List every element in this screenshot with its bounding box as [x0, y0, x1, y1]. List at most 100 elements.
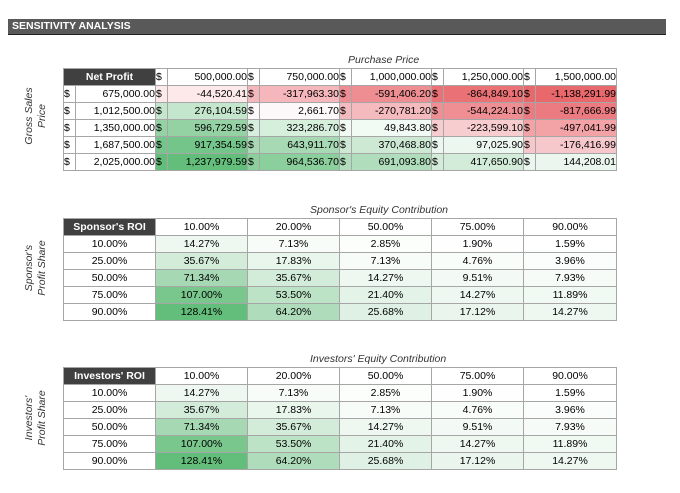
gross-sales-currency: $ — [63, 119, 76, 137]
net-profit-cell: -176,416.99 — [535, 136, 617, 154]
investors-roi-cell: 128.41% — [155, 452, 248, 470]
investors-roi-cell: 21.40% — [339, 435, 432, 453]
sponsor-roi-cell: 17.83% — [247, 252, 340, 270]
investors-roi-cell: 25.68% — [339, 452, 432, 470]
gross-sales-currency: $ — [63, 102, 76, 120]
purchase-price-header: 500,000.00 — [167, 68, 248, 86]
sponsor-roi-cell: 35.67% — [247, 269, 340, 287]
table-row: 25.00% 35.67% 17.83% 7.13% 4.76% 3.96% — [63, 252, 617, 270]
gross-sales-price-caption: Gross Sales Price — [23, 81, 51, 151]
sponsor-roi-cell: 1.59% — [523, 235, 617, 253]
sponsor-profit-share-caption: Sponsor's Profit Share — [23, 233, 51, 303]
investors-roi-cell: 14.27% — [155, 384, 248, 402]
table-row: 10.00% 14.27% 7.13% 2.85% 1.90% 1.59% — [63, 384, 617, 402]
investors-profit-share-header: 50.00% — [63, 418, 156, 436]
investors-profit-share-header: 90.00% — [63, 452, 156, 470]
sheet-title: SENSITIVITY ANALYSIS — [12, 20, 131, 32]
purchase-price-currency: $ — [155, 68, 168, 86]
investors-roi-cell: 35.67% — [247, 418, 340, 436]
net-profit-header-row: Net Profit $500,000.00 $750,000.00 $1,000,0… — [63, 68, 617, 86]
investors-roi-cell: 7.13% — [247, 384, 340, 402]
sponsor-roi-cell: 107.00% — [155, 286, 248, 304]
table-row: $2,025,000.00 $1,237,979.59 $964,536.70 $69… — [63, 153, 617, 171]
net-profit-cell: -591,406.20 — [351, 85, 432, 103]
investors-roi-cell: 71.34% — [155, 418, 248, 436]
net-profit-currency: $ — [523, 153, 536, 171]
sponsor-roi-cell: 11.89% — [523, 286, 617, 304]
sponsor-corner-header: Sponsor's ROI — [63, 218, 156, 236]
sponsor-profit-share-header: 25.00% — [63, 252, 156, 270]
table-row: 90.00% 128.41% 64.20% 25.68% 17.12% 14.27% — [63, 452, 617, 470]
table-row: 75.00% 107.00% 53.50% 21.40% 14.27% 11.89% — [63, 435, 617, 453]
net-profit-cell: -270,781.20 — [351, 102, 432, 120]
net-profit-cell: 917,354.59 — [167, 136, 248, 154]
investors-roi-cell: 7.93% — [523, 418, 617, 436]
net-profit-cell: 417,650.90 — [443, 153, 524, 171]
net-profit-cell: -223,599.10 — [443, 119, 524, 137]
table-row: 25.00% 35.67% 17.83% 7.13% 4.76% 3.96% — [63, 401, 617, 419]
net-profit-table: Net Profit $500,000.00 $750,000.00 $1,000,0… — [63, 68, 617, 171]
investors-caption-line2: Profit Share — [36, 390, 48, 446]
investors-equity-header: 20.00% — [247, 367, 340, 385]
net-profit-currency: $ — [155, 153, 168, 171]
sponsor-caption-line1: Sponsor's — [23, 244, 35, 292]
net-profit-currency: $ — [431, 85, 444, 103]
net-profit-currency: $ — [431, 136, 444, 154]
investors-equity-header: 75.00% — [431, 367, 524, 385]
net-profit-currency: $ — [247, 136, 260, 154]
gross-sales-row-header: 1,687,500.00 — [75, 136, 156, 154]
investors-caption-line1: Investors' — [23, 395, 35, 441]
sponsor-roi-table: Sponsor's ROI 10.00% 20.00% 50.00% 75.00% 90.… — [63, 218, 617, 321]
sponsor-roi-cell: 71.34% — [155, 269, 248, 287]
sponsor-roi-cell: 7.93% — [523, 269, 617, 287]
net-profit-currency: $ — [339, 102, 352, 120]
net-profit-cell: 97,025.90 — [443, 136, 524, 154]
net-profit-currency: $ — [339, 119, 352, 137]
sponsor-roi-cell: 14.27% — [155, 235, 248, 253]
investors-roi-cell: 64.20% — [247, 452, 340, 470]
net-profit-currency: $ — [155, 119, 168, 137]
investors-roi-cell: 1.59% — [523, 384, 617, 402]
investors-equity-header: 50.00% — [339, 367, 432, 385]
net-profit-currency: $ — [339, 85, 352, 103]
net-profit-currency: $ — [523, 136, 536, 154]
investors-roi-cell: 9.51% — [431, 418, 524, 436]
gross-sales-currency: $ — [63, 136, 76, 154]
net-profit-currency: $ — [155, 136, 168, 154]
investors-roi-cell: 11.89% — [523, 435, 617, 453]
net-profit-cell: -864,849.10 — [443, 85, 524, 103]
net-profit-cell: 276,104.59 — [167, 102, 248, 120]
investors-roi-cell: 2.85% — [339, 384, 432, 402]
net-profit-cell: 323,286.70 — [259, 119, 340, 137]
table-row: 50.00% 71.34% 35.67% 14.27% 9.51% 7.93% — [63, 418, 617, 436]
sponsor-header-row: Sponsor's ROI 10.00% 20.00% 50.00% 75.00% 90.… — [63, 218, 617, 236]
investors-roi-cell: 1.90% — [431, 384, 524, 402]
net-profit-currency: $ — [247, 102, 260, 120]
net-profit-currency: $ — [155, 85, 168, 103]
gross-sales-row-header: 2,025,000.00 — [75, 153, 156, 171]
investors-roi-cell: 14.27% — [431, 435, 524, 453]
net-profit-cell: -1,138,291.99 — [535, 85, 617, 103]
table-row: $1,012,500.00 $276,104.59 $2,661.70 $ -270,7… — [63, 102, 617, 120]
gross-sales-currency: $ — [63, 85, 76, 103]
sponsor-roi-cell: 17.12% — [431, 303, 524, 321]
investors-roi-table: Investors' ROI 10.00% 20.00% 50.00% 75.00% 90… — [63, 367, 617, 470]
investors-profit-share-header: 10.00% — [63, 384, 156, 402]
investors-roi-cell: 4.76% — [431, 401, 524, 419]
net-profit-cell: -44,520.41 — [167, 85, 248, 103]
purchase-price-currency: $ — [523, 68, 536, 86]
sponsor-caption-line2: Profit Share — [36, 240, 48, 296]
net-profit-cell: -497,041.99 — [535, 119, 617, 137]
gross-sales-caption-line2: Price — [36, 104, 48, 128]
sponsor-equity-header: 50.00% — [339, 218, 432, 236]
investors-profit-share-header: 75.00% — [63, 435, 156, 453]
net-profit-cell: 49,843.80 — [351, 119, 432, 137]
sponsor-equity-header: 20.00% — [247, 218, 340, 236]
net-profit-cell: 596,729.59 — [167, 119, 248, 137]
net-profit-cell: 1,237,979.59 — [167, 153, 248, 171]
investors-roi-cell: 14.27% — [523, 452, 617, 470]
table-row: 10.00% 14.27% 7.13% 2.85% 1.90% 1.59% — [63, 235, 617, 253]
purchase-price-currency: $ — [247, 68, 260, 86]
purchase-price-currency: $ — [339, 68, 352, 86]
investors-roi-cell: 17.12% — [431, 452, 524, 470]
